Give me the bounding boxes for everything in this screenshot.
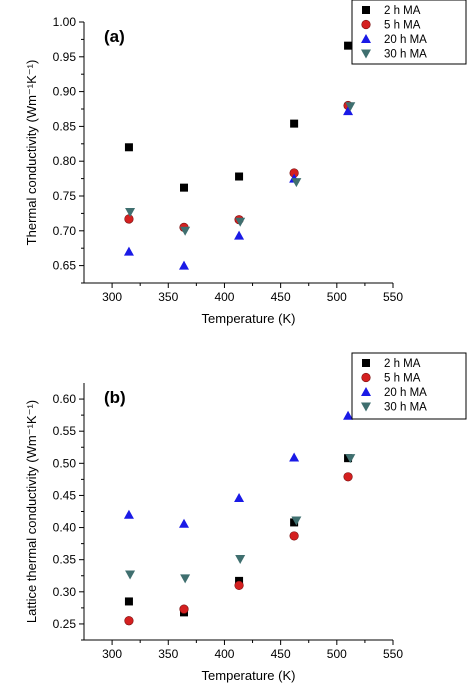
x-tick-label: 450 bbox=[271, 290, 291, 304]
data-point bbox=[124, 597, 133, 606]
legend-marker bbox=[361, 387, 371, 396]
series-1 bbox=[124, 100, 353, 232]
y-tick-label: 0.90 bbox=[53, 85, 77, 99]
legend-label: 2 h MA bbox=[384, 358, 421, 370]
panel-a: 300 350 400 450 500 550 0.65 0.70 0.75 0.80 0.85 0.… bbox=[24, 0, 467, 326]
x-tick-label: 450 bbox=[271, 647, 291, 661]
legend-label: 5 h MA bbox=[384, 20, 421, 32]
legend-label: 20 h MA bbox=[384, 34, 427, 46]
legend-marker bbox=[361, 372, 371, 383]
legend: 2 h MA 5 h MA 20 h MA 30 h MA bbox=[351, 0, 467, 65]
y-axis-label: Lattice thermal conductivity (Wm⁻¹K⁻¹) bbox=[24, 400, 39, 623]
series-0 bbox=[124, 454, 353, 617]
x-axis-label: Temperature (K) bbox=[202, 311, 296, 326]
data-point bbox=[289, 452, 300, 462]
legend-label: 20 h MA bbox=[384, 387, 427, 399]
y-tick-label: 0.40 bbox=[53, 521, 77, 535]
y-tick-label: 0.95 bbox=[53, 50, 77, 64]
data-point bbox=[234, 493, 245, 503]
legend-marker bbox=[361, 34, 371, 43]
data-point bbox=[345, 102, 356, 112]
data-point bbox=[123, 509, 134, 519]
data-point bbox=[290, 518, 299, 527]
data-point bbox=[125, 208, 136, 218]
data-point bbox=[291, 516, 302, 526]
data-point bbox=[179, 518, 190, 528]
data-point bbox=[289, 531, 299, 541]
series-3 bbox=[125, 454, 356, 584]
y-tick-label: 0.30 bbox=[53, 585, 77, 599]
data-point bbox=[124, 616, 134, 626]
legend-label: 5 h MA bbox=[384, 373, 421, 385]
y-tick-label: 0.60 bbox=[53, 392, 77, 406]
legend-box bbox=[351, 352, 467, 420]
x-axis-label: Temperature (K) bbox=[202, 668, 296, 683]
data-point bbox=[123, 246, 134, 256]
data-point bbox=[180, 226, 191, 236]
data-point bbox=[179, 604, 189, 614]
legend-label: 2 h MA bbox=[384, 5, 421, 17]
data-point bbox=[290, 119, 299, 128]
x-tick-label: 500 bbox=[327, 290, 347, 304]
y-tick-label: 0.25 bbox=[53, 617, 77, 631]
x-tick-label: 550 bbox=[383, 647, 403, 661]
series-3 bbox=[125, 102, 356, 236]
legend-marker bbox=[361, 402, 371, 412]
panel-b: 300 350 400 450 500 550 0.25 0.30 0.35 0.40 0.45 0.… bbox=[24, 352, 467, 683]
data-point bbox=[124, 214, 134, 224]
y-tick-label: 0.65 bbox=[53, 259, 77, 273]
legend: 2 h MA 5 h MA 20 h MA 30 h MA bbox=[351, 352, 467, 420]
y-tick-label: 0.50 bbox=[53, 456, 77, 470]
series-1 bbox=[124, 472, 353, 626]
x-tick-label: 400 bbox=[214, 647, 234, 661]
x-tick-label: 400 bbox=[214, 290, 234, 304]
data-point bbox=[234, 580, 244, 590]
series-2 bbox=[123, 410, 354, 528]
x-tick-label: 300 bbox=[102, 290, 122, 304]
y-tick-label: 0.45 bbox=[53, 488, 77, 502]
data-point bbox=[235, 217, 246, 227]
panel-label: (a) bbox=[104, 27, 125, 46]
y-tick-label: 0.55 bbox=[53, 424, 77, 438]
y-tick-label: 0.85 bbox=[53, 119, 77, 133]
data-point bbox=[125, 570, 136, 580]
legend-marker bbox=[362, 359, 370, 367]
data-point bbox=[124, 143, 133, 152]
legend-marker bbox=[362, 6, 370, 14]
y-tick-label: 0.35 bbox=[53, 553, 77, 567]
series-2 bbox=[123, 106, 354, 270]
legend-label: 30 h MA bbox=[384, 49, 427, 61]
data-point bbox=[180, 574, 191, 584]
data-point bbox=[345, 454, 356, 464]
data-point bbox=[180, 183, 189, 192]
x-tick-label: 300 bbox=[102, 647, 122, 661]
data-point bbox=[234, 230, 245, 240]
data-point bbox=[235, 555, 246, 565]
y-tick-label: 0.80 bbox=[53, 154, 77, 168]
x-tick-label: 500 bbox=[327, 647, 347, 661]
panel-label: (b) bbox=[104, 388, 126, 407]
y-tick-label: 0.75 bbox=[53, 189, 77, 203]
data-point bbox=[291, 178, 302, 188]
legend-marker bbox=[361, 49, 371, 59]
y-axis-label: Thermal conductivity (Wm⁻¹K⁻¹) bbox=[24, 60, 39, 246]
legend-marker bbox=[361, 19, 371, 30]
x-tick-label: 550 bbox=[383, 290, 403, 304]
data-point bbox=[179, 260, 190, 270]
data-point bbox=[235, 172, 244, 181]
y-tick-label: 0.70 bbox=[53, 224, 77, 238]
data-point bbox=[344, 41, 353, 50]
data-point bbox=[343, 472, 353, 482]
series-0 bbox=[124, 41, 353, 192]
x-tick-label: 350 bbox=[158, 647, 178, 661]
x-tick-label: 350 bbox=[158, 290, 178, 304]
legend-label: 30 h MA bbox=[384, 402, 427, 414]
legend-box bbox=[351, 0, 467, 65]
data-point bbox=[343, 106, 354, 116]
data-point bbox=[343, 410, 354, 420]
y-tick-label: 1.00 bbox=[53, 15, 77, 29]
